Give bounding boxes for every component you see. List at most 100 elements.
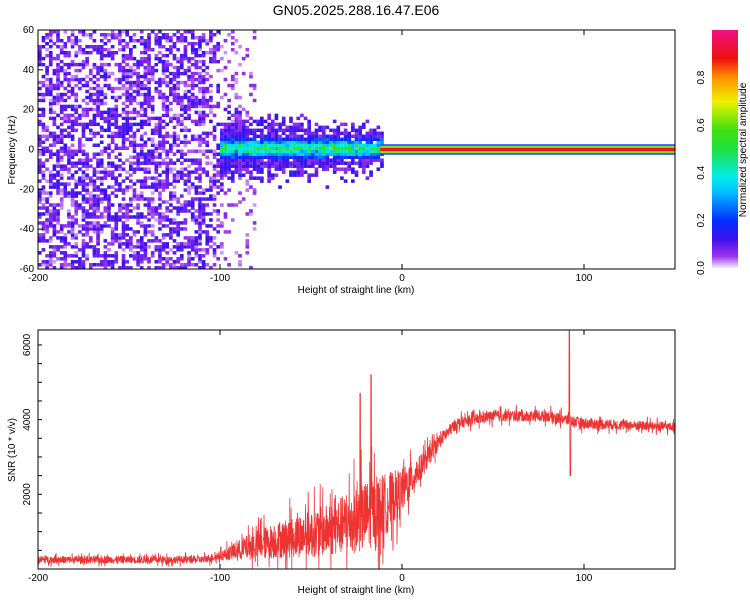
spectrogram-cell bbox=[198, 176, 202, 180]
spectrogram-cell bbox=[107, 122, 111, 127]
spectrogram-cell bbox=[147, 44, 151, 49]
spectrogram-cell bbox=[103, 191, 108, 195]
spectrogram-cell bbox=[78, 44, 82, 49]
spectrogram-cell bbox=[150, 176, 155, 180]
spectrogram-cell bbox=[220, 173, 224, 177]
spectrogram-cell bbox=[136, 62, 140, 67]
spectrogram-cell bbox=[88, 137, 93, 142]
spectrogram-cell bbox=[96, 152, 100, 156]
spectrogram-cell bbox=[158, 116, 162, 121]
spectrogram-cell bbox=[63, 224, 68, 228]
spectrogram-cell bbox=[52, 209, 57, 213]
spectrogram-cell bbox=[198, 206, 202, 210]
spectrogram-cell bbox=[150, 107, 155, 112]
spectrogram-cell bbox=[369, 158, 373, 162]
spectrogram-cell bbox=[110, 30, 115, 34]
spectrogram-cell bbox=[85, 101, 89, 106]
spectrogram-cell bbox=[63, 98, 68, 103]
spectrogram-cell bbox=[230, 41, 235, 46]
spectrogram-cell bbox=[314, 143, 319, 148]
spectrogram-cell bbox=[158, 227, 162, 231]
spectrogram-cell bbox=[176, 206, 180, 210]
spectrogram-cell bbox=[92, 62, 97, 67]
spectrogram-cell bbox=[143, 143, 148, 148]
spectrogram-cell bbox=[190, 239, 195, 243]
spectrogram-cell bbox=[158, 179, 162, 183]
spectrogram-cell bbox=[38, 53, 42, 58]
spectrogram-cell bbox=[48, 182, 53, 186]
spectrogram-cell bbox=[285, 161, 290, 165]
spectrogram-cell bbox=[125, 245, 129, 249]
spectrogram-cell bbox=[38, 59, 42, 64]
spectrogram-cell bbox=[96, 50, 100, 55]
spectrogram-cell bbox=[263, 119, 268, 124]
spectrogram-cell bbox=[70, 137, 75, 142]
spectrogram-cell bbox=[107, 209, 111, 213]
spectrogram-cell bbox=[300, 143, 304, 148]
spectrogram-cell bbox=[147, 176, 151, 180]
spectrogram-cell bbox=[179, 209, 184, 213]
spectrogram-cell bbox=[372, 128, 377, 133]
spectrogram-cell bbox=[158, 254, 162, 258]
spectrogram-cell bbox=[118, 182, 122, 186]
spectrogram-cell bbox=[118, 215, 122, 219]
spectrogram-cell bbox=[220, 128, 224, 133]
spectrogram-cell bbox=[241, 119, 246, 124]
spectrogram-cell bbox=[92, 182, 97, 186]
spectrogram-cell bbox=[74, 221, 79, 225]
spectrogram-cell bbox=[230, 149, 235, 153]
spectrogram-cell bbox=[234, 122, 239, 127]
spectrogram-cell bbox=[136, 83, 140, 88]
spectrogram-cell bbox=[107, 263, 111, 267]
spectrogram-cell bbox=[190, 92, 195, 97]
spectrogram-cell bbox=[158, 50, 162, 55]
spectrogram-cell bbox=[201, 203, 206, 207]
spectrogram-cell bbox=[176, 170, 180, 174]
y-tick-label: 20 bbox=[23, 105, 35, 116]
spectrogram-cell bbox=[114, 86, 119, 91]
spectrogram-cell bbox=[176, 260, 180, 264]
spectrogram-cell bbox=[194, 119, 199, 124]
spectrogram-cell bbox=[41, 221, 46, 225]
spectrogram-cell bbox=[107, 164, 111, 168]
spectrogram-cell bbox=[187, 263, 191, 267]
spectrogram-cell bbox=[121, 38, 126, 43]
spectrogram-cell bbox=[267, 113, 271, 118]
spectrogram-cell bbox=[187, 107, 191, 112]
spectrogram-cell bbox=[169, 218, 173, 222]
spectrogram-cell bbox=[245, 170, 250, 174]
spectrogram-cell bbox=[234, 158, 239, 162]
spectrogram-cell bbox=[158, 266, 162, 270]
spectrogram-cell bbox=[172, 194, 177, 198]
spectrogram-cell bbox=[194, 230, 199, 234]
spectrogram-cell bbox=[63, 146, 68, 151]
spectrogram-cell bbox=[267, 173, 271, 177]
spectrogram-cell bbox=[190, 62, 195, 67]
spectrogram-cell bbox=[165, 104, 170, 109]
spectrogram-cell bbox=[351, 155, 355, 159]
spectrogram-cell bbox=[176, 245, 180, 249]
spectrogram-cell bbox=[45, 206, 49, 210]
spectrogram-cell bbox=[107, 71, 111, 76]
spectrogram-cell bbox=[85, 221, 89, 225]
spectrogram-cell bbox=[190, 158, 195, 162]
spectrogram-cell bbox=[311, 146, 315, 151]
spectrogram-cell bbox=[85, 32, 89, 37]
spectrogram-cell bbox=[88, 158, 93, 162]
spectrogram-cell bbox=[376, 140, 381, 145]
spectrogram-cell bbox=[48, 134, 53, 139]
spectrogram-cell bbox=[303, 170, 308, 174]
spectrogram-cell bbox=[139, 224, 144, 228]
spectrogram-cell bbox=[41, 170, 46, 174]
spectrogram-cell bbox=[209, 110, 213, 115]
spectrogram-cell bbox=[321, 155, 326, 159]
spectrogram-cell bbox=[249, 266, 253, 270]
spectrogram-cell bbox=[59, 98, 64, 103]
spectrogram-cell bbox=[107, 110, 111, 115]
spectrogram-cell bbox=[260, 122, 264, 127]
spectrogram-cell bbox=[296, 161, 301, 165]
spectrogram-cell bbox=[129, 200, 133, 204]
spectrogram-cell bbox=[161, 242, 166, 246]
spectrogram-cell bbox=[292, 122, 297, 127]
spectrogram-cell bbox=[110, 254, 115, 258]
